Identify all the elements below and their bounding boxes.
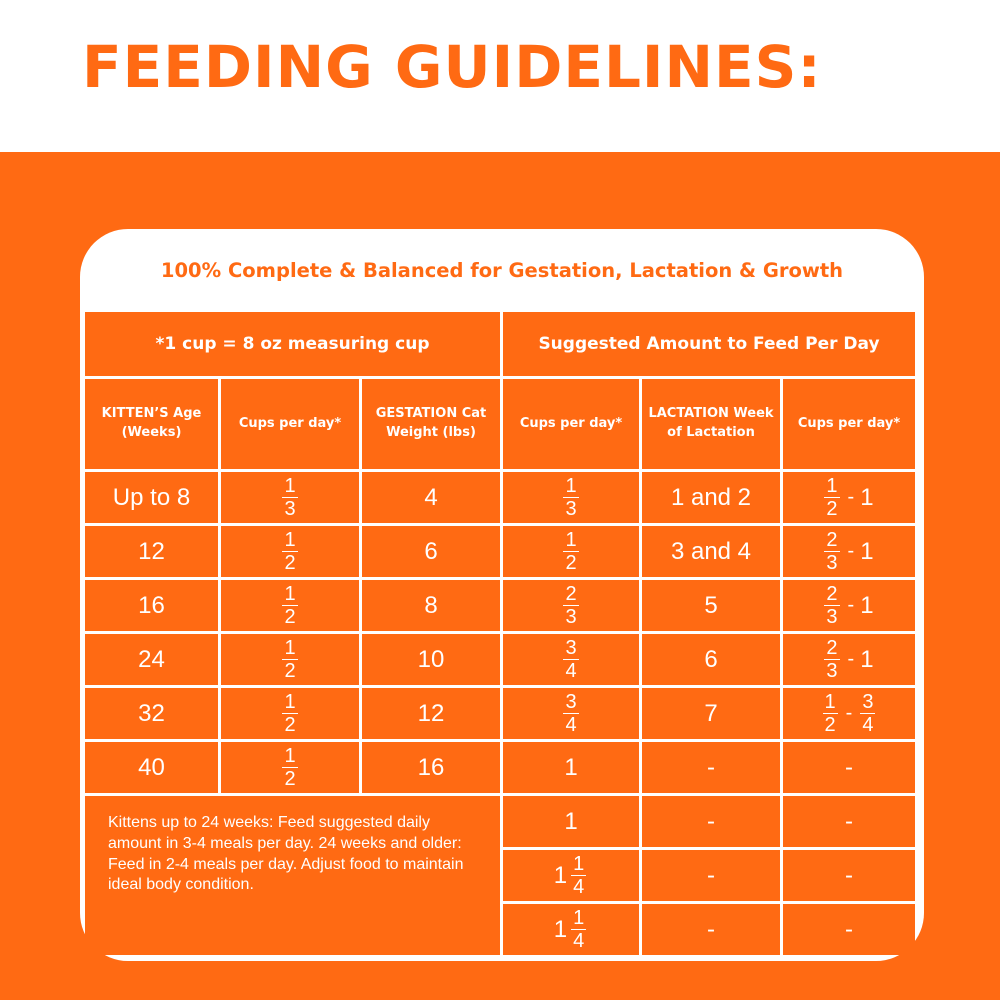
table-cell: Up to 8: [85, 472, 218, 523]
table-cell: 16: [362, 742, 500, 793]
table-cell: 1: [503, 742, 639, 793]
suggested-amount-cell: Suggested Amount to Feed Per Day: [503, 312, 915, 376]
table-cell: 3 and 4: [642, 526, 780, 577]
table-cell: -: [642, 904, 780, 955]
table-cell: -: [783, 850, 915, 901]
measure-note-cell: *1 cup = 8 oz measuring cup: [85, 312, 500, 376]
table-cell: 6: [642, 634, 780, 685]
measure-note: *1 cup = 8 oz measuring cup: [155, 334, 430, 354]
column-header: Cups per day*: [503, 379, 639, 469]
table-cell: -: [642, 796, 780, 847]
column-header-label: GESTATION Cat Weight (lbs): [375, 406, 487, 440]
table-cell: 7: [642, 688, 780, 739]
column-header-label: Cups per day*: [238, 415, 342, 431]
table-cell: -: [783, 904, 915, 955]
column-header-label: KITTEN’S Age (Weeks): [101, 406, 202, 440]
kitten-note-cell: Kittens up to 24 weeks: Feed suggested d…: [85, 796, 500, 955]
table-cell: 1: [503, 796, 639, 847]
column-header: LACTATION Week of Lactation: [642, 379, 780, 469]
column-header: Cups per day*: [221, 379, 359, 469]
table-cell: 12: [362, 688, 500, 739]
table-cell: 1 and 2: [642, 472, 780, 523]
table-cell: 32: [85, 688, 218, 739]
table-cell: 6: [362, 526, 500, 577]
column-header-label: LACTATION Week of Lactation: [648, 406, 774, 440]
kitten-note: Kittens up to 24 weeks: Feed suggested d…: [108, 814, 464, 894]
table-cell: -: [642, 850, 780, 901]
table-cell: 40: [85, 742, 218, 793]
column-header-label: Cups per day*: [797, 415, 901, 431]
column-header-label: Cups per day*: [519, 415, 623, 431]
page-title: FEEDING GUIDELINES:: [82, 33, 822, 101]
column-header: Cups per day*: [783, 379, 915, 469]
table-cell: 5: [642, 580, 780, 631]
table-cell: 4: [362, 472, 500, 523]
table-cell: 12: [85, 526, 218, 577]
feeding-table: *1 cup = 8 oz measuring cup Suggested Amo…: [85, 312, 918, 957]
column-header: GESTATION Cat Weight (lbs): [362, 379, 500, 469]
table-cell: -: [783, 796, 915, 847]
table-cell: 24: [85, 634, 218, 685]
table-cell: 16: [85, 580, 218, 631]
card-title: 100% Complete & Balanced for Gestation, …: [160, 259, 844, 282]
table-cell: -: [642, 742, 780, 793]
column-header: KITTEN’S Age (Weeks): [85, 379, 218, 469]
table-cell: -: [783, 742, 915, 793]
table-cell: 8: [362, 580, 500, 631]
suggested-amount-header: Suggested Amount to Feed Per Day: [538, 334, 880, 354]
table-cell: 10: [362, 634, 500, 685]
